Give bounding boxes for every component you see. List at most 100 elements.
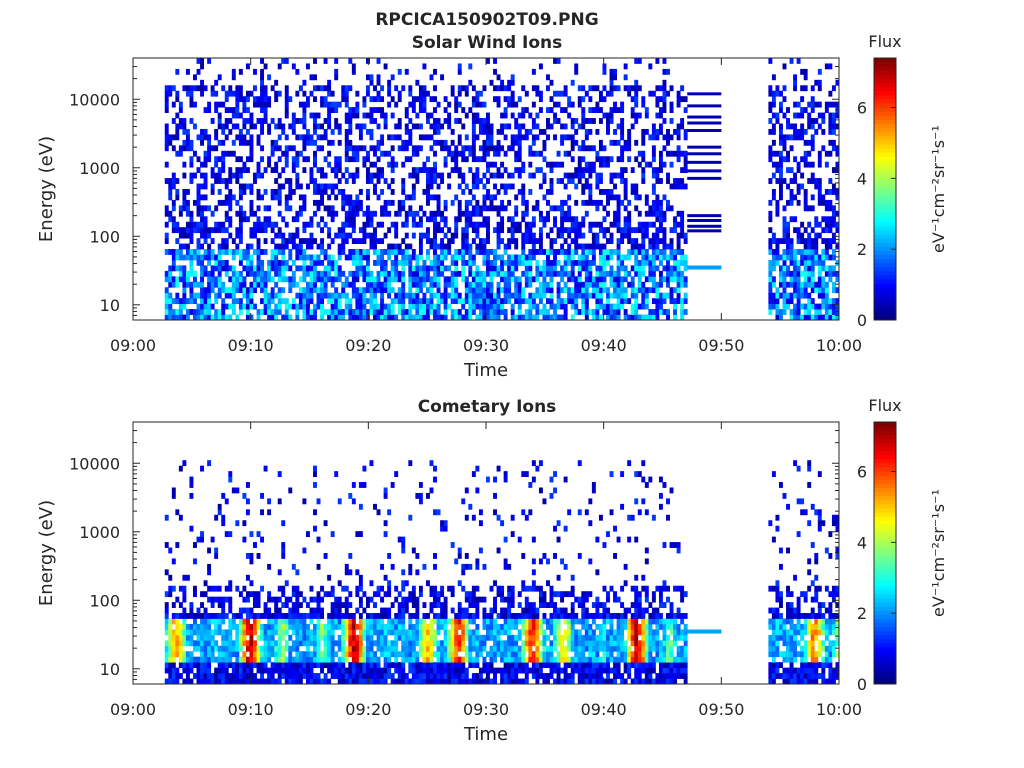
heatmap-cell [644, 249, 649, 255]
heatmap-cell [164, 607, 169, 614]
heatmap-cell [630, 96, 635, 103]
heatmap-cell [800, 314, 805, 321]
heatmap-cell [274, 640, 279, 647]
heatmap-cell [309, 74, 314, 81]
heatmap-cell [235, 96, 240, 103]
heatmap-cell [591, 221, 596, 228]
heatmap-cell [344, 667, 349, 674]
heatmap-cell [517, 254, 522, 261]
heatmap-cell [535, 287, 540, 294]
heatmap-cell [817, 161, 822, 168]
heatmap-cell [362, 287, 367, 294]
heatmap-cell [807, 259, 812, 266]
heatmap-cell [768, 298, 773, 305]
heatmap-cell [609, 107, 614, 113]
heatmap-cell [658, 292, 663, 299]
heatmap-cell [528, 189, 533, 195]
heatmap-cell [658, 161, 663, 168]
heatmap-cell [567, 172, 572, 179]
heatmap-cell [482, 281, 487, 288]
heatmap-cell [553, 270, 557, 277]
heatmap-cell [422, 85, 427, 92]
heatmap-cell [471, 118, 476, 124]
heatmap-cell [242, 651, 247, 658]
heatmap-cell [291, 298, 296, 305]
heatmap-cell [376, 309, 381, 315]
heatmap-cell [814, 303, 819, 310]
heatmap-cell [313, 656, 317, 663]
heatmap-cell [288, 596, 293, 603]
heatmap-cell [425, 134, 430, 141]
heatmap-cell [320, 585, 325, 592]
heatmap-cell [196, 167, 201, 174]
heatmap-cell [238, 189, 243, 195]
heatmap-cell [796, 281, 801, 288]
heatmap-cell [277, 249, 282, 255]
heatmap-cell [634, 90, 639, 97]
heatmap-cell [606, 194, 610, 201]
heatmap-cell [175, 651, 180, 658]
heatmap-cell [510, 221, 515, 228]
heatmap-cell [475, 249, 480, 255]
heatmap-cell [358, 254, 363, 261]
heatmap-cell [673, 249, 678, 255]
heatmap-cell [235, 634, 240, 641]
heatmap-cell [666, 134, 670, 141]
heatmap-cell [616, 194, 621, 201]
heatmap-cell [369, 107, 374, 113]
heatmap-cell [662, 96, 667, 103]
heatmap-cell [313, 281, 317, 288]
heatmap-cell [471, 270, 476, 277]
heatmap-cell [221, 101, 226, 108]
heatmap-cell [210, 172, 215, 179]
heatmap-cell [210, 265, 215, 272]
heatmap-cell [327, 205, 332, 212]
heatmap-cell [330, 531, 335, 538]
heatmap-cell [411, 189, 416, 195]
heatmap-cell [627, 314, 632, 321]
heatmap-cell [323, 189, 328, 195]
heatmap-cell [655, 298, 660, 305]
heatmap-cell [203, 254, 208, 261]
heatmap-cell [200, 678, 204, 685]
heatmap-cell [478, 238, 483, 244]
heatmap-cell [164, 298, 169, 305]
heatmap-cell [337, 167, 342, 174]
heatmap-cell [281, 645, 286, 652]
heatmap-cell [365, 156, 370, 163]
heatmap-cell [394, 298, 399, 305]
heatmap-cell [634, 58, 639, 64]
heatmap-cell [493, 309, 497, 315]
heatmap-cell [365, 309, 370, 315]
heatmap-cell [493, 172, 497, 179]
heatmap-cell [531, 68, 536, 75]
heatmap-cell [595, 107, 600, 113]
heatmap-cell [602, 249, 607, 255]
heatmap-cell [461, 145, 466, 152]
heatmap-cell [454, 276, 459, 283]
heatmap-cell [546, 287, 550, 294]
heatmap-cell [800, 281, 805, 288]
heatmap-cell [164, 287, 169, 294]
heatmap-cell [284, 107, 289, 113]
heatmap-cell [344, 156, 349, 163]
heatmap-cell [249, 265, 254, 272]
heatmap-cell [641, 156, 646, 163]
heatmap-cell [408, 85, 413, 92]
heatmap-cell [666, 150, 670, 157]
heatmap-cell [373, 96, 377, 103]
heatmap-cell [231, 74, 236, 81]
heatmap-cell [323, 678, 328, 685]
heatmap-cell [274, 145, 279, 152]
heatmap-cell [464, 259, 469, 266]
heatmap-cell [231, 309, 236, 315]
heatmap-cell [217, 281, 222, 288]
heatmap-cell [182, 678, 187, 685]
heatmap-cell [567, 96, 572, 103]
heatmap-cell [242, 249, 247, 255]
heatmap-cell [507, 227, 512, 234]
heatmap-cell [387, 161, 392, 168]
heatmap-cell [517, 128, 522, 135]
heatmap-cell [168, 585, 173, 592]
heatmap-cell [171, 199, 176, 206]
